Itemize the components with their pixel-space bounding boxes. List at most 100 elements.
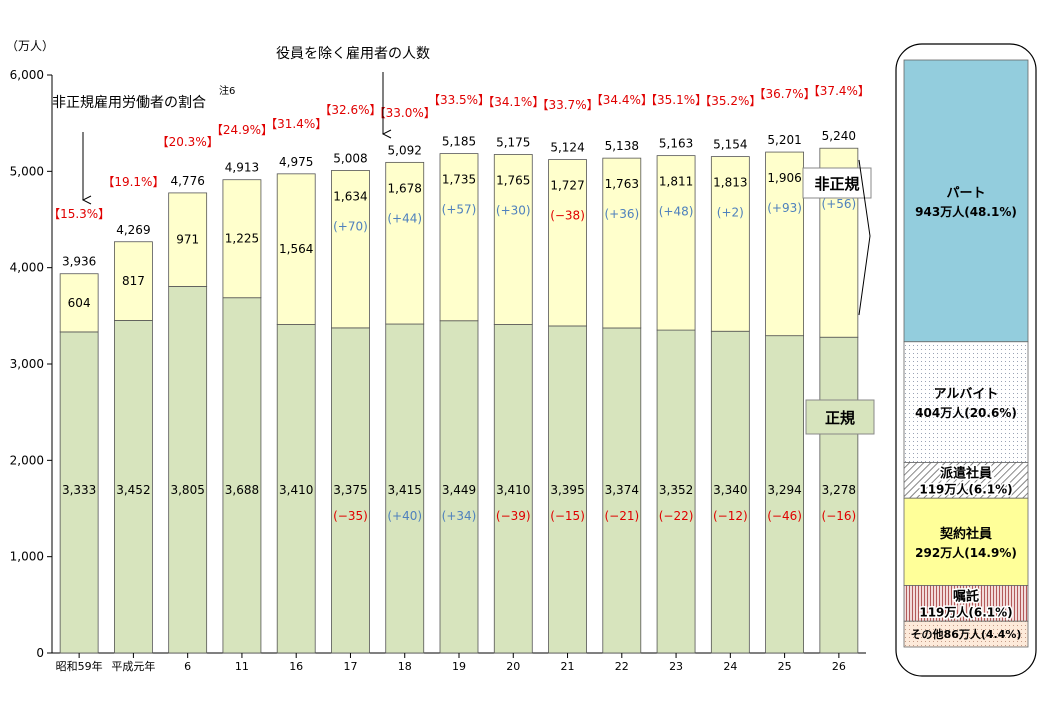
x-tick-label: 17 bbox=[343, 660, 357, 673]
total-label: 3,936 bbox=[62, 255, 96, 269]
nonregular-change: (+56) bbox=[822, 197, 857, 211]
ratio-label: 【33.5%】 bbox=[428, 93, 490, 107]
ratio-label: 【35.2%】 bbox=[699, 94, 761, 108]
breakdown-name: 嘱託 bbox=[953, 588, 979, 604]
breakdown-name: その他 bbox=[911, 627, 944, 641]
bar-nonregular bbox=[548, 159, 587, 327]
bar-regular bbox=[168, 286, 208, 654]
x-tick-label: 昭和59年 bbox=[56, 659, 103, 673]
x-tick-label: 平成元年 bbox=[111, 659, 155, 673]
x-tick-label: 21 bbox=[561, 660, 575, 673]
regular-change: (+34) bbox=[442, 509, 477, 523]
breakdown-segment bbox=[903, 497, 1029, 586]
nonregular-value: 1,727 bbox=[550, 179, 584, 193]
bar-nonregular bbox=[331, 170, 370, 329]
regular-value: 3,415 bbox=[388, 483, 422, 497]
regular-value: 3,449 bbox=[442, 483, 476, 497]
bar-regular bbox=[114, 320, 153, 654]
regular-value: 3,452 bbox=[116, 483, 150, 497]
breakdown-name: 契約社員 bbox=[939, 526, 992, 542]
bar-nonregular bbox=[710, 156, 750, 332]
regular-value: 3,395 bbox=[550, 483, 584, 497]
regular-value: 3,375 bbox=[333, 483, 367, 497]
nonregular-value: 1,225 bbox=[225, 232, 259, 246]
regular-legend-label: 正規 bbox=[825, 409, 855, 427]
breakdown-name: アルバイト bbox=[934, 387, 999, 402]
breakdown-value: 943万人(48.1%) bbox=[915, 204, 1017, 219]
nonregular-value: 1,634 bbox=[333, 189, 367, 203]
x-tick-label: 16 bbox=[289, 660, 303, 673]
regular-value: 3,805 bbox=[170, 483, 204, 497]
nonregular-change: (+93) bbox=[767, 201, 802, 215]
total-label: 5,154 bbox=[713, 138, 747, 152]
ratio-label: 【19.1%】 bbox=[102, 175, 164, 189]
total-label: 5,175 bbox=[496, 135, 530, 149]
ratio-label: 【33.7%】 bbox=[536, 98, 598, 112]
nonregular-value: 817 bbox=[122, 274, 145, 288]
total-label: 4,776 bbox=[170, 174, 204, 188]
bar-nonregular bbox=[765, 151, 804, 337]
y-tick-label: 0 bbox=[36, 646, 44, 660]
nonregular-value: 1,765 bbox=[496, 173, 530, 187]
regular-change: (−12) bbox=[713, 509, 748, 523]
breakdown-segment bbox=[903, 620, 1029, 648]
breakdown-value: 119万人(6.1%) bbox=[919, 604, 1012, 619]
ratio-label: 【31.4%】 bbox=[265, 117, 327, 131]
bar-nonregular bbox=[439, 153, 479, 322]
nonregular-value: 1,906 bbox=[767, 171, 801, 185]
regular-value: 3,278 bbox=[822, 483, 856, 497]
bar-regular bbox=[439, 320, 479, 654]
bar-nonregular bbox=[222, 179, 262, 299]
breakdown-callout bbox=[858, 159, 871, 316]
data-labels: 昭和59年 3,936 【15.3%】 604 3,333 平成元年 4,269 【19.1%… bbox=[48, 84, 870, 673]
bar-nonregular bbox=[276, 173, 316, 325]
regular-legend-box bbox=[805, 399, 875, 435]
unit-label: （万人） bbox=[6, 39, 54, 53]
regular-value: 3,340 bbox=[713, 483, 747, 497]
x-tick-label: 11 bbox=[235, 660, 249, 673]
total-label: 5,124 bbox=[550, 141, 584, 155]
total-label: 4,913 bbox=[225, 161, 259, 175]
breakdown-label: その他86万人(4.4%) bbox=[911, 627, 1022, 641]
ratio-label: 【35.1%】 bbox=[645, 93, 707, 107]
nonregular-legend-box bbox=[802, 167, 872, 199]
regular-value: 3,410 bbox=[496, 483, 530, 497]
breakdown-value: 292万人(14.9%) bbox=[915, 545, 1017, 560]
regular-value: 3,688 bbox=[225, 483, 259, 497]
y-tick-label: 3,000 bbox=[10, 357, 44, 371]
bar-regular bbox=[331, 327, 370, 654]
y-tick-label: 1,000 bbox=[10, 550, 44, 564]
total-label: 5,185 bbox=[442, 135, 476, 149]
y-tick-label: 2,000 bbox=[10, 453, 44, 467]
bar-nonregular bbox=[114, 241, 153, 321]
ratio-label: 【33.0%】 bbox=[374, 106, 436, 120]
nonregular-legend-label: 非正規 bbox=[814, 175, 859, 193]
bar-regular bbox=[819, 336, 859, 654]
breakdown-value: 86万人(4.4%) bbox=[944, 627, 1022, 641]
nonregular-change: (−38) bbox=[550, 209, 585, 223]
bar-regular bbox=[602, 327, 642, 654]
ratio-label: 【34.4%】 bbox=[591, 93, 653, 107]
ratio-label: 【20.3%】 bbox=[157, 135, 219, 149]
nonregular-change: (+30) bbox=[496, 203, 531, 217]
total-label: 4,975 bbox=[279, 155, 313, 169]
bar-nonregular bbox=[493, 154, 533, 325]
regular-change: (−16) bbox=[822, 509, 857, 523]
breakdown-segment bbox=[903, 59, 1029, 343]
nonregular-value: 1,735 bbox=[442, 173, 476, 187]
ratio-label: 【37.4%】 bbox=[808, 84, 870, 98]
ratio-label: 【24.9%】 bbox=[211, 123, 273, 137]
x-tick-label: 23 bbox=[669, 660, 683, 673]
bar-regular bbox=[59, 331, 99, 654]
total-label: 4,269 bbox=[116, 223, 150, 237]
breakdown-segment bbox=[903, 462, 1029, 499]
breakdown-name: パート bbox=[946, 186, 985, 201]
nonregular-change: (+2) bbox=[717, 206, 744, 220]
nonregular-value: 971 bbox=[176, 233, 199, 247]
employee-title: 役員を除く雇用者の人数 bbox=[276, 45, 430, 62]
total-label: 5,240 bbox=[822, 129, 856, 143]
regular-change: (−15) bbox=[550, 509, 585, 523]
x-tick-label: 22 bbox=[615, 660, 629, 673]
ratio-note: 注6 bbox=[219, 84, 235, 97]
